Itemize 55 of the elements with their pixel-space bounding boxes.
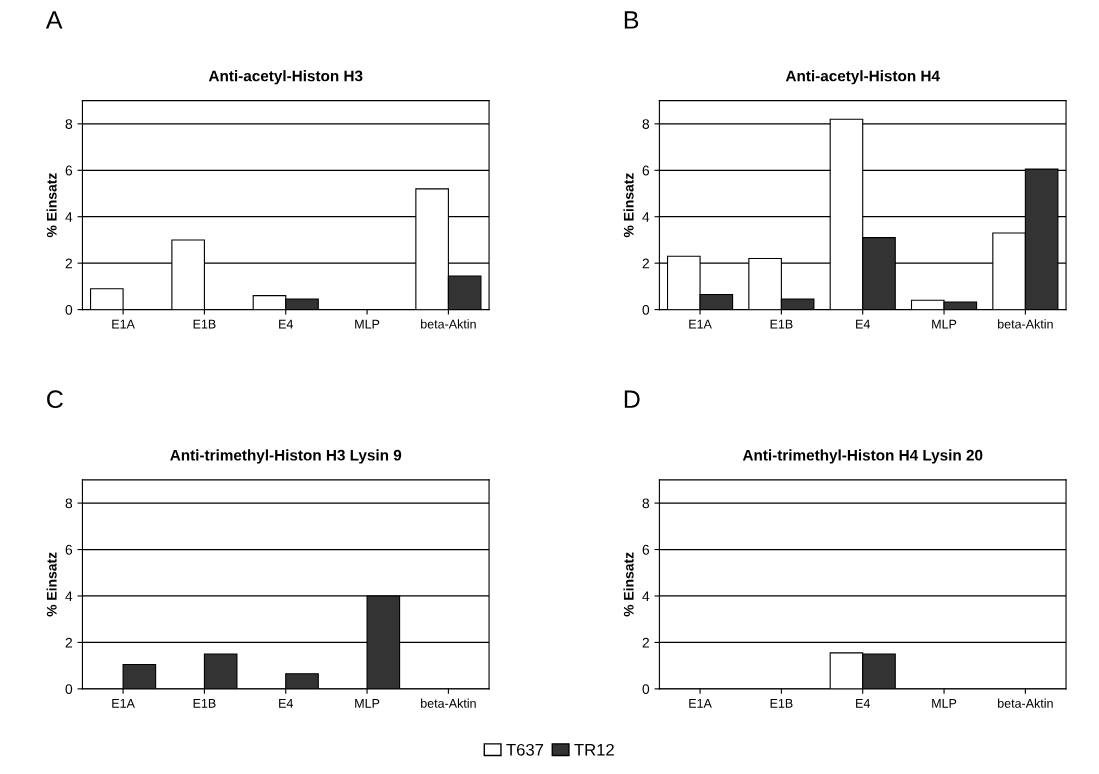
text: D	[624, 390, 640, 408]
x-tick-label: E1A	[112, 319, 135, 329]
chart-title: Anti-acetyl-Histon H4	[785, 70, 940, 85]
x-tick-label: E4	[856, 319, 870, 329]
y-tick-label: 6	[65, 165, 73, 176]
y-tick-label: 0	[65, 304, 73, 315]
x-tick-label: E1B	[193, 699, 216, 708]
x-tick-label: E1B	[770, 319, 793, 329]
y-tick-label: 2	[642, 637, 649, 648]
x-tick-label: E1A	[689, 699, 712, 708]
chart-title: Anti-trimethyl-Histon H3 Lysin 9	[170, 449, 402, 464]
y-tick-label: 2	[65, 637, 73, 648]
y-tick-label: 0	[642, 684, 650, 695]
x-tick-label: MLP	[932, 699, 957, 708]
y-tick-label: 8	[642, 119, 650, 130]
x-tick-label: beta-Aktin	[421, 319, 476, 329]
x-tick-label: E1A	[112, 699, 135, 708]
y-tick-label: 2	[642, 258, 649, 269]
x-tick-label: E4	[856, 699, 870, 708]
y-tick-label: 8	[642, 498, 650, 509]
y-axis-title: % Einsatz	[623, 173, 634, 238]
y-tick-label: 6	[642, 544, 650, 555]
x-tick-label: beta-Aktin	[998, 319, 1053, 329]
y-axis-title: % Einsatz	[623, 552, 634, 617]
x-tick-label: beta-Aktin	[421, 698, 476, 708]
chart-title: Anti-acetyl-Histon H3	[208, 70, 363, 85]
legend-label: TR12	[574, 743, 614, 756]
x-tick-label: E4	[279, 319, 294, 329]
text: B	[624, 11, 639, 29]
x-tick-label: E1B	[193, 319, 216, 329]
y-axis-title: % Einsatz	[46, 173, 57, 238]
x-tick-label: E4	[279, 699, 294, 708]
text: C	[47, 390, 63, 409]
x-tick-label: MLP	[355, 319, 380, 329]
y-tick-label: 4	[65, 212, 73, 222]
y-tick-label: 4	[65, 591, 73, 602]
text: A	[45, 11, 63, 29]
y-tick-label: 0	[65, 684, 73, 695]
y-tick-label: 4	[642, 212, 650, 222]
x-tick-label: MLP	[355, 699, 380, 708]
chart-title: Anti-trimethyl-Histon H4 Lysin 20	[742, 449, 983, 464]
x-tick-label: MLP	[932, 319, 957, 329]
y-tick-label: 0	[642, 304, 650, 315]
y-tick-label: 6	[65, 544, 73, 555]
y-tick-label: 2	[65, 258, 73, 269]
y-tick-label: 8	[65, 119, 73, 130]
y-axis-title: % Einsatz	[46, 552, 57, 617]
x-tick-label: E1A	[689, 319, 712, 329]
legend-label: T637	[506, 743, 544, 756]
x-tick-label: beta-Aktin	[998, 698, 1053, 708]
bar	[90, 288, 124, 310]
x-tick-label: E1B	[770, 699, 793, 708]
y-tick-label: 4	[642, 591, 650, 602]
y-tick-label: 8	[65, 498, 73, 509]
y-tick-label: 6	[642, 165, 650, 176]
